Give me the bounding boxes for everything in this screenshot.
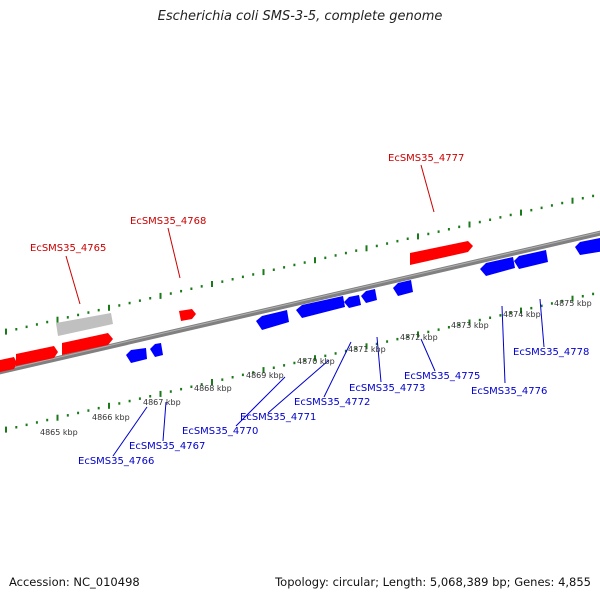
reverse-label-leaders [112,298,545,457]
gene-reverse[interactable] [296,296,345,318]
gene-label[interactable]: EcSMS35_4767 [129,441,205,452]
gene-reverse[interactable] [361,289,377,303]
map-title: Escherichia coli SMS-3-5, complete genom… [157,9,443,24]
gene-reverse[interactable] [393,280,413,296]
tick-label: 4870 kbp [297,357,335,366]
gene-label[interactable]: EcSMS35_4770 [182,426,258,437]
forward-gene-labels: EcSMS35_4765 EcSMS35_4768 EcSMS35_4777 [30,153,464,254]
gene-label[interactable]: EcSMS35_4776 [471,386,547,397]
tick-label: 4874 kbp [503,310,541,319]
gene-reverse[interactable] [514,250,548,269]
tick-label: 4867 kbp [143,398,181,407]
gene-forward[interactable] [179,309,196,321]
gene-reverse[interactable] [256,310,289,330]
forward-label-leaders [65,164,435,305]
gene-label[interactable]: EcSMS35_4768 [130,216,206,227]
genome-backbone [0,230,600,375]
reverse-gene-labels: EcSMS35_4766 EcSMS35_4767 EcSMS35_4770 E… [78,347,589,467]
tick-label: 4871 kbp [348,345,386,354]
genome-stats-text: Topology: circular; Length: 5,068,389 bp… [275,575,591,589]
tick-label: 4872 kbp [400,333,438,342]
tick-label: 4875 kbp [554,299,592,308]
gene-reverse[interactable] [344,295,361,308]
gene-forward[interactable] [16,346,58,366]
tick-label: 4865 kbp [40,428,78,437]
upper-tick-row [5,194,595,335]
gene-label[interactable]: EcSMS35_4777 [388,153,464,164]
gene-label[interactable]: EcSMS35_4775 [404,371,480,382]
gene-label[interactable]: EcSMS35_4773 [349,383,425,394]
gene-label[interactable]: EcSMS35_4771 [240,412,316,423]
gene-label[interactable]: EcSMS35_4778 [513,347,589,358]
tick-label: 4866 kbp [92,413,130,422]
gene-pseudo[interactable] [56,313,113,336]
tick-labels: 4865 kbp 4866 kbp 4867 kbp 4868 kbp 4869… [40,299,592,437]
forward-genes [0,241,473,373]
gene-reverse[interactable] [150,343,163,357]
gene-reverse[interactable] [126,348,147,363]
gene-reverse[interactable] [480,257,515,276]
tick-label: 4868 kbp [194,384,232,393]
gene-label[interactable]: EcSMS35_4765 [30,243,106,254]
gene-forward[interactable] [0,357,17,373]
tick-label: 4869 kbp [246,371,284,380]
accession-text: Accession: NC_010498 [9,575,140,589]
backbone-highlight [0,231,600,372]
gene-label[interactable]: EcSMS35_4772 [294,397,370,408]
gene-reverse[interactable] [575,237,600,255]
reverse-genes [126,237,600,363]
tick-label: 4873 kbp [451,321,489,330]
gene-label[interactable]: EcSMS35_4766 [78,456,154,467]
gene-forward[interactable] [410,241,473,265]
lower-tick-row [5,292,595,433]
gene-forward[interactable] [62,333,113,355]
